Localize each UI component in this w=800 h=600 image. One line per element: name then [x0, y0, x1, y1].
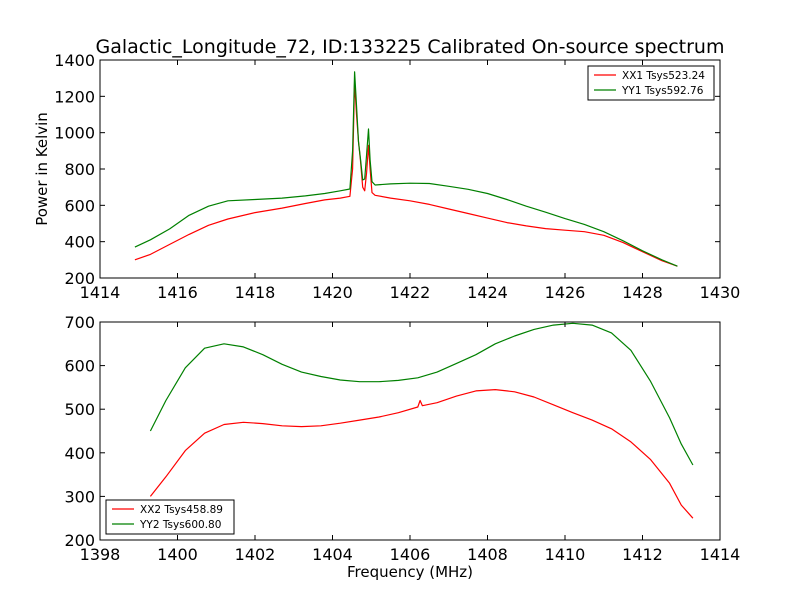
y-tick-label: 200: [64, 531, 95, 550]
x-tick-label: 1414: [700, 545, 741, 564]
series-line-2: [134, 71, 678, 267]
y-tick-label: 1400: [54, 51, 95, 70]
x-tick-label: 1430: [700, 283, 741, 302]
legend: XX2 Tsys458.89 YY2 Tsys600.80: [105, 499, 235, 535]
x-tick-label: 1408: [467, 545, 508, 564]
legend: XX1 Tsys523.24 YY1 Tsys592.76: [587, 65, 715, 101]
y-tick-label: 300: [64, 487, 95, 506]
legend-box: [105, 499, 235, 535]
y-tick-label: 600: [64, 357, 95, 376]
x-tick-label: 1418: [235, 283, 276, 302]
x-tick-label: 1420: [312, 283, 353, 302]
x-tick-label: 1428: [622, 283, 663, 302]
legend-label: YY2 Tsys600.80: [139, 519, 221, 531]
y-tick-label: 1000: [54, 124, 95, 143]
x-tick-label: 1400: [157, 545, 198, 564]
upper-plot: 1414 1416 1418 1420 1422 1424 1426 1428 1430 200 4…: [33, 51, 740, 302]
y-tick-label: 200: [64, 269, 95, 288]
x-tick-label: 1402: [235, 545, 276, 564]
chart-title: Galactic_Longitude_72, ID:133225 Calibra…: [96, 36, 725, 58]
y-axis-label: Power in Kelvin: [33, 112, 51, 226]
y-tick-label: 700: [64, 313, 95, 332]
x-tick-label: 1398: [80, 545, 121, 564]
x-tick-label: 1416: [157, 283, 198, 302]
x-tick-label: 1426: [545, 283, 586, 302]
legend-label: YY1 Tsys592.76: [621, 85, 704, 97]
legend-box: [587, 65, 715, 101]
lower-plot: 1398 1400 1402 1404 1406 1408 1410 1412 1414 200 3…: [64, 313, 740, 581]
x-tick-label: 1404: [312, 545, 353, 564]
legend-label: XX2 Tsys458.89: [140, 504, 223, 516]
y-tick-label: 500: [64, 400, 95, 419]
series-line-1: [134, 81, 678, 267]
x-tick-label: 1412: [622, 545, 663, 564]
y-tick-label: 800: [64, 160, 95, 179]
series-line-2: [149, 322, 694, 466]
x-tick-label: 1422: [390, 283, 431, 302]
x-tick-label: 1424: [467, 283, 508, 302]
series-line-1: [149, 389, 694, 519]
y-tick-label: 400: [64, 233, 95, 252]
y-tick-label: 600: [64, 196, 95, 215]
y-tick-label: 1200: [54, 87, 95, 106]
x-tick-label: 1406: [390, 545, 431, 564]
x-axis-label: Frequency (MHz): [347, 563, 473, 581]
x-tick-label: 1414: [80, 283, 121, 302]
x-tick-label: 1410: [545, 545, 586, 564]
y-tick-label: 400: [64, 444, 95, 463]
legend-label: XX1 Tsys523.24: [622, 70, 705, 82]
